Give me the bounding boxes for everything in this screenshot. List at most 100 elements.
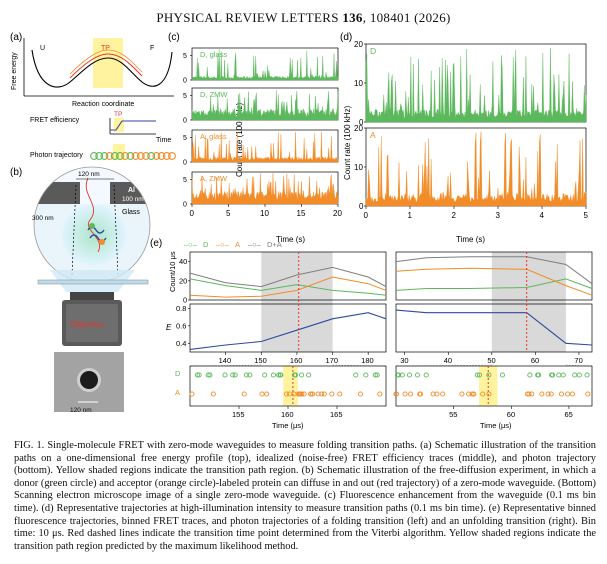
donor-photon [556,372,562,378]
acceptor-photon [357,391,363,397]
panel-d-xtick-label: 2 [452,211,457,220]
donor-photon [423,372,429,378]
count-ytick-label: 40 [179,257,187,266]
count-ytick-label: 20 [179,276,187,285]
legend-da: D+A [267,240,282,249]
tp-label-fret: TP [114,111,122,118]
figure-caption: FIG. 1. Single-molecule FRET with zero-m… [14,440,596,553]
fret-xtick-label: 150 [254,356,267,365]
objective-label: Objective [70,320,104,329]
acceptor-photon [377,391,383,397]
donor-photon [414,372,421,378]
fret-xtick-label: 70 [574,356,582,365]
acceptor-photon [299,391,305,397]
objective-lens: Objective [62,292,122,346]
panel-d-ytick-label: 0 [359,118,364,127]
panel-c-ytick-label: 5 [183,93,187,100]
panel-c-xtick-label: 15 [297,209,306,218]
fret-axes [189,303,387,353]
state-f: F [150,45,154,52]
donor-photon [499,372,505,378]
photon-circle-a [90,152,98,160]
donor-photon [549,372,555,378]
panel-d-trace-label: D [370,46,376,56]
protein-icon [87,223,107,245]
photon-axes [395,365,593,407]
donor-photon [277,372,283,378]
panel-c-trace-label: A, ZMW [200,174,228,183]
panel-d-ytick-label: 20 [354,124,363,133]
panel-c-trace [191,90,339,121]
caption-text: Single-molecule FRET with zero-mode wave… [14,440,596,552]
donor-photon [247,372,253,378]
panel-b: (b) [10,166,151,414]
donor-photon [374,372,380,378]
acceptor-photon [526,391,532,397]
free-energy-curve [31,49,173,88]
donor-photon [262,372,268,378]
fret-idealized-trace [110,120,156,131]
donor-photon [243,372,249,378]
fret-ytick-label: 0.6 [176,321,186,330]
acceptor-photon [466,391,472,397]
zoom-connector [395,364,492,367]
acceptor-photon [569,391,575,397]
donor-photon [207,372,213,378]
panel-c-xtick-label: 5 [226,209,231,218]
acceptor-photon [402,391,408,397]
sem-image: 120 nm [54,352,124,414]
count-ytick-label: 0 [183,296,187,305]
fret-xtick-label: 60 [531,356,539,365]
panel-c-ytick-label: 5 [183,135,187,142]
fret-xtick-label: 170 [326,356,339,365]
acceptor-photon [393,391,399,397]
panel-d-trace [365,47,587,123]
fret-xtick-label: 50 [487,356,495,365]
sum-count-line [395,256,593,285]
acceptor-photon [545,391,551,397]
photon-xtick-label: 155 [232,410,245,419]
panel-d-xlabel: Time (s) [456,235,485,244]
panel-c-xtick-label: 0 [190,209,195,218]
e-xlabel-right: Time (μs) [480,421,512,430]
donor-photon [560,372,566,378]
panel-d-xtick-label: 0 [364,211,369,220]
acceptor-photon [529,391,535,397]
donor-photon [486,372,492,378]
acceptor-photon [241,391,247,397]
panel-d-ylabel: Count rate (100 kHz) [343,105,352,180]
fret-xtick-label: 30 [400,356,408,365]
photon-circle-a [95,152,104,160]
donor-photon [584,372,590,378]
panel-c-trace-label: D, ZMW [200,90,228,99]
acceptor-photon [459,391,465,397]
photon-circle-a [147,152,156,160]
journal-volume: 136 [342,10,363,25]
fret-line [189,312,387,350]
count-axes [395,251,593,301]
panel-d-ytick-label: 20 [354,40,363,49]
acceptor-photon [480,391,486,397]
fret-line [395,309,593,346]
acceptor-photon [469,391,475,397]
panel-e-label: (e) [150,238,162,249]
time-label-a: Time [156,137,171,144]
photon-trajectory-circles [90,152,176,160]
e-xlabel-left: Time (μs) [272,421,304,430]
panel-d-ytick-label: 10 [354,79,363,88]
acceptor-photon [585,391,591,397]
al-label: Al [128,187,135,194]
donor-photon [406,372,413,378]
acceptor-photon [284,391,290,397]
acceptor-photon [486,391,492,397]
caption-label: FIG. 1. [14,440,45,451]
panel-c: (c) Count rate (100 kHz) Time (s) D, gla… [168,32,342,244]
panel-c-xlabel: Time (s) [276,235,305,244]
svg-text:–○–: –○– [184,240,198,249]
acceptor-count-line [395,267,593,296]
photon-circle-a [126,152,135,160]
acceptor-photon [319,391,325,397]
legend-e: –○– D –○– A –○– D+A [184,240,282,249]
acceptor-photon [264,391,270,397]
panel-d-ytick-label: 0 [359,202,364,211]
